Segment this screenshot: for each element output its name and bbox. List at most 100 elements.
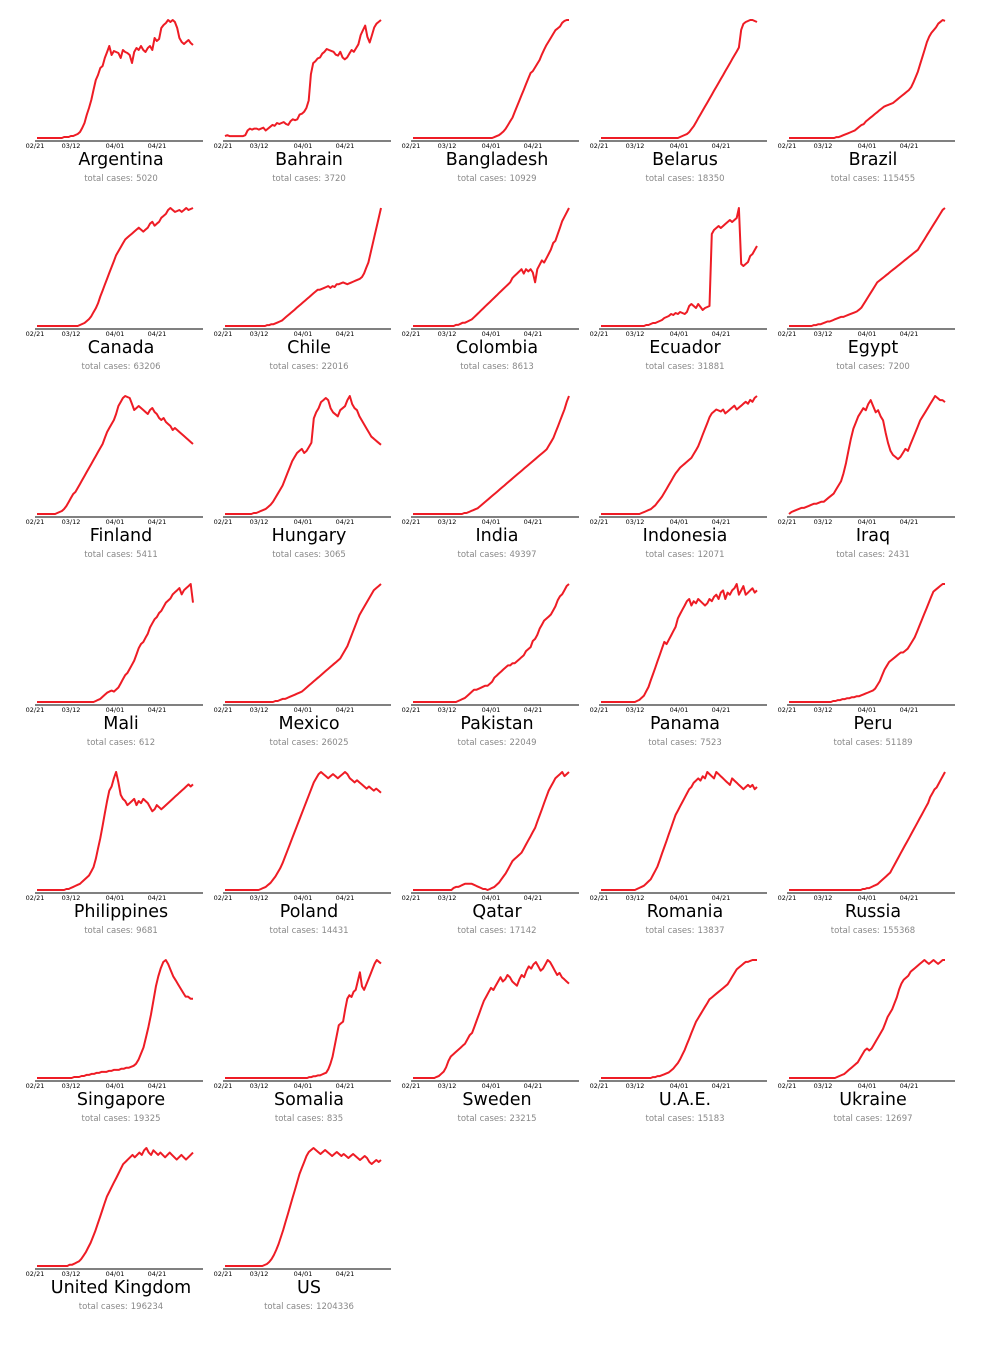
x-tick-label: 02/21: [402, 142, 421, 150]
country-panel: 02/21 03/12 04/01 04/21 United Kingdom total …: [26, 1146, 215, 1326]
x-tick-label: 03/12: [438, 518, 457, 526]
x-tick-label: 04/01: [858, 706, 877, 714]
country-panel: 02/21 03/12 04/01 04/21 Mexico total cases: 26…: [214, 582, 403, 762]
x-tick-label: 02/21: [402, 518, 421, 526]
country-panel: 02/21 03/12 04/01 04/21 Philippines total cas…: [26, 770, 215, 950]
x-tick-label: 03/12: [250, 518, 269, 526]
x-tick-label: 02/21: [214, 706, 233, 714]
country-name: Peru: [853, 714, 893, 734]
series-line: [37, 959, 193, 1079]
x-tick-label: 02/21: [590, 330, 609, 338]
country-name: Bangladesh: [445, 150, 549, 170]
country-name: Ukraine: [839, 1090, 907, 1110]
series-line: [413, 959, 570, 1079]
x-tick-label: 03/12: [62, 518, 81, 526]
x-tick-label: 04/01: [858, 142, 877, 150]
total-cases-value: 3065: [324, 550, 346, 560]
country-panel: 02/21 03/12 04/01 04/21 Singapore total cases…: [26, 958, 215, 1138]
total-cases-label: total cases: 12071: [591, 550, 779, 560]
series-line: [37, 207, 194, 327]
x-tick-label: 03/12: [626, 330, 645, 338]
total-cases-label: total cases: 14431: [215, 926, 403, 936]
x-tick-label: 03/12: [626, 518, 645, 526]
x-tick-label: 04/21: [336, 142, 355, 150]
total-cases-value: 26025: [321, 738, 349, 748]
total-cases-label: total cases: 12697: [779, 1114, 967, 1124]
series-line: [601, 207, 758, 327]
series-line: [789, 207, 946, 327]
total-cases-label: total cases: 196234: [27, 1302, 215, 1312]
x-tick-label: 04/21: [148, 330, 167, 338]
country-name: Philippines: [73, 902, 169, 922]
total-cases-prefix: total cases:: [84, 926, 134, 936]
x-tick-label: 03/12: [438, 330, 457, 338]
x-tick-label: 04/21: [712, 330, 731, 338]
x-tick-label: 04/01: [670, 894, 689, 902]
total-cases-prefix: total cases:: [84, 550, 134, 560]
x-tick-label: 04/21: [336, 706, 355, 714]
country-name: Ecuador: [649, 338, 721, 358]
x-tick-label: 04/01: [106, 1082, 125, 1090]
series-line: [37, 583, 194, 703]
total-cases-prefix: total cases:: [457, 738, 507, 748]
country-panel: 02/21 03/12 04/01 04/21 Belarus total cases: 1…: [590, 18, 779, 198]
series-line: [601, 771, 758, 891]
total-cases-label: total cases: 15183: [591, 1114, 779, 1124]
total-cases-label: total cases: 1204336: [215, 1302, 403, 1312]
x-tick-label: 02/21: [26, 330, 45, 338]
x-tick-label: 03/12: [62, 1270, 81, 1278]
x-tick-label: 04/01: [858, 330, 877, 338]
country-panel: 02/21 03/12 04/01 04/21 Ecuador total cases: 3…: [590, 206, 779, 386]
series-line: [601, 959, 757, 1079]
total-cases-label: total cases: 26025: [215, 738, 403, 748]
country-line-chart: 02/21 03/12 04/01 04/21: [214, 959, 391, 1090]
total-cases-prefix: total cases:: [264, 1302, 314, 1312]
total-cases-value: 12071: [697, 550, 725, 560]
total-cases-label: total cases: 7200: [779, 362, 967, 372]
country-line-chart: 02/21 03/12 04/01 04/21: [402, 583, 579, 714]
x-tick-label: 03/12: [626, 1082, 645, 1090]
country-name: Indonesia: [642, 526, 728, 546]
x-tick-label: 02/21: [214, 1082, 233, 1090]
country-panel: 02/21 03/12 04/01 04/21 Iraq total cases: 2431: [778, 394, 967, 574]
total-cases-value: 1204336: [316, 1302, 354, 1312]
country-line-chart: 02/21 03/12 04/01 04/21: [778, 959, 955, 1090]
country-line-chart: 02/21 03/12 04/01 04/21: [214, 771, 391, 902]
country-panel: 02/21 03/12 04/01 04/21 Canada total cases: 63…: [26, 206, 215, 386]
x-tick-label: 04/21: [900, 330, 919, 338]
total-cases-value: 14431: [321, 926, 349, 936]
country-name: Mexico: [278, 714, 340, 734]
x-tick-label: 02/21: [778, 518, 797, 526]
x-tick-label: 03/12: [250, 894, 269, 902]
country-line-chart: 02/21 03/12 04/01 04/21: [214, 19, 391, 150]
total-cases-prefix: total cases:: [645, 550, 695, 560]
total-cases-value: 22016: [321, 362, 349, 372]
x-tick-label: 04/21: [336, 894, 355, 902]
total-cases-value: 5411: [136, 550, 158, 560]
x-tick-label: 04/21: [336, 330, 355, 338]
x-tick-label: 04/21: [524, 330, 543, 338]
series-line: [37, 19, 194, 139]
x-tick-label: 03/12: [250, 142, 269, 150]
country-line-chart: 02/21 03/12 04/01 04/21: [214, 1147, 391, 1278]
total-cases-label: total cases: 18350: [591, 174, 779, 184]
series-line: [37, 1147, 194, 1267]
total-cases-value: 18350: [697, 174, 725, 184]
series-line: [601, 395, 758, 515]
total-cases-value: 7200: [888, 362, 910, 372]
x-tick-label: 04/01: [858, 894, 877, 902]
x-tick-label: 04/01: [294, 142, 313, 150]
total-cases-prefix: total cases:: [457, 926, 507, 936]
series-line: [789, 771, 946, 891]
x-tick-label: 04/01: [294, 894, 313, 902]
x-tick-label: 04/21: [712, 1082, 731, 1090]
country-name: Belarus: [652, 150, 718, 170]
series-line: [225, 395, 382, 515]
total-cases-value: 23215: [509, 1114, 537, 1124]
series-line: [413, 395, 570, 515]
country-panel: 02/21 03/12 04/01 04/21 Bahrain total cases: 3…: [214, 18, 403, 198]
country-name: Panama: [649, 714, 721, 734]
x-tick-label: 02/21: [26, 706, 45, 714]
total-cases-label: total cases: 22049: [403, 738, 591, 748]
x-tick-label: 04/21: [900, 894, 919, 902]
